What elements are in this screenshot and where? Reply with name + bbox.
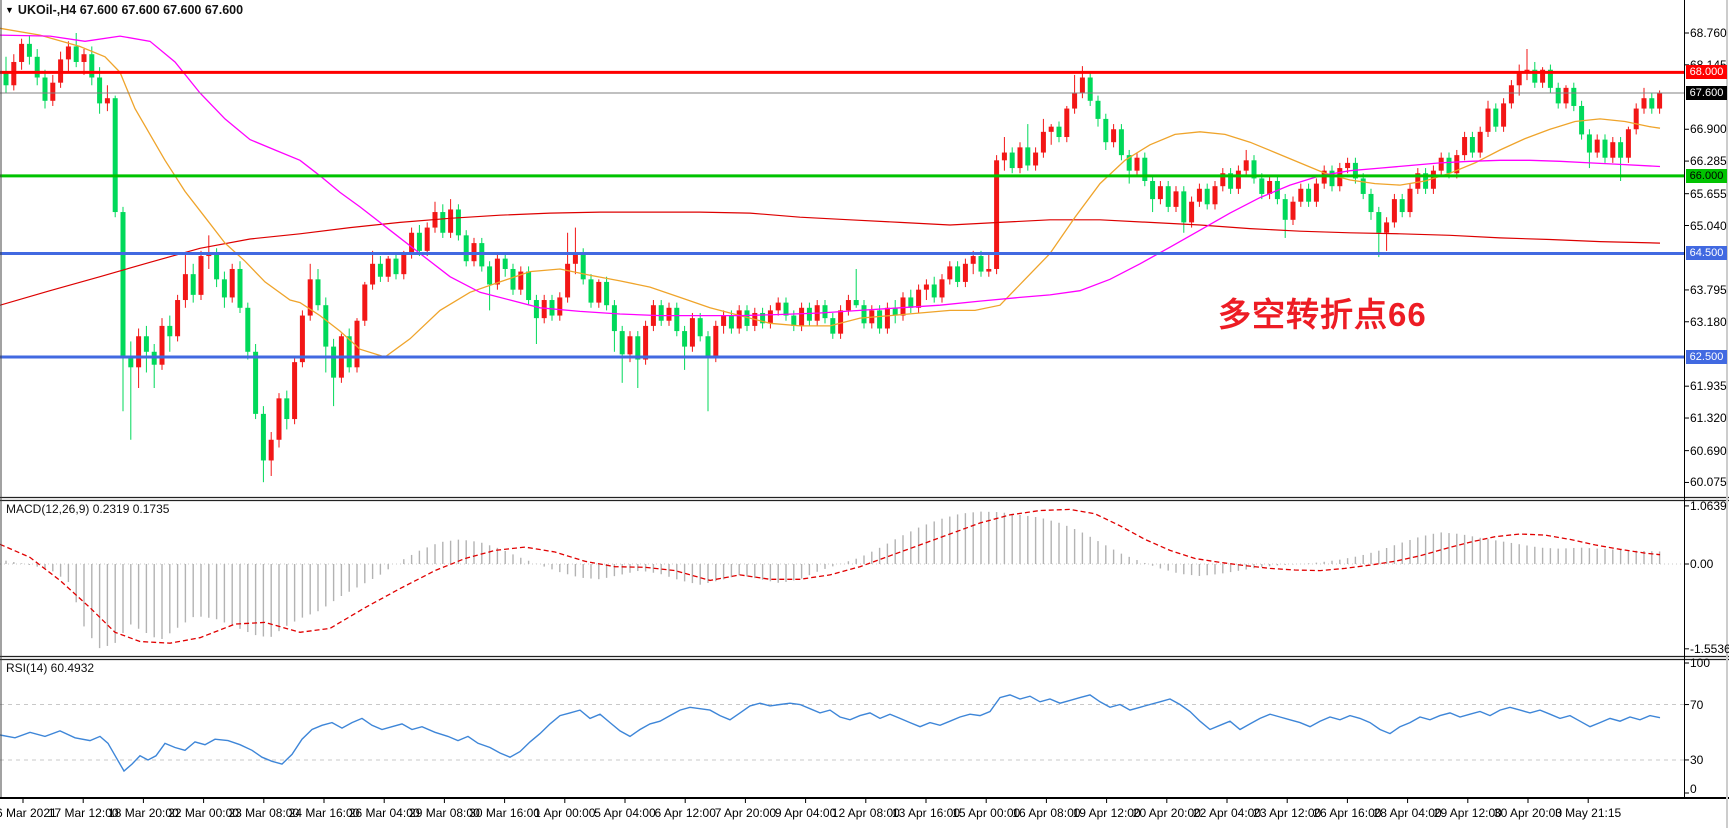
price-badge: 64.500: [1686, 246, 1727, 261]
price-tick-label: 60.690: [1690, 443, 1727, 458]
price-badge: 67.600: [1686, 86, 1727, 101]
macd-indicator-label: MACD(12,26,9) 0.2319 0.1735: [6, 502, 170, 516]
horizontal-lines-layer: [0, 70, 1684, 359]
price-tick-label: 61.320: [1690, 411, 1727, 426]
time-axis-label: 15 Apr 00:00: [952, 806, 1021, 820]
rsi-indicator-label: RSI(14) 60.4932: [6, 661, 95, 675]
price-badge: 62.500: [1686, 349, 1727, 364]
time-axis-label: 12 Apr 08:00: [831, 806, 900, 820]
price-tick-label: 63.795: [1690, 282, 1727, 297]
rsi-panel-layer: [0, 694, 1684, 773]
time-axis-label: 1 Apr 00:00: [534, 806, 596, 820]
price-tick-label: 60.075: [1690, 475, 1727, 490]
time-axis-label: 16 Apr 08:00: [1012, 806, 1081, 820]
price-badge: 68.000: [1686, 65, 1727, 80]
rsi-tick-label: 100: [1690, 656, 1711, 670]
symbol-title-bar: ▼ UKOil-,H4 67.600 67.600 67.600 67.600: [5, 3, 243, 17]
time-axis-label: 19 Apr 12:00: [1072, 806, 1141, 820]
time-axis-label: 28 Apr 04:00: [1373, 806, 1442, 820]
time-axis-label: 26 Apr 16:00: [1313, 806, 1382, 820]
price-tick-label: 65.655: [1690, 186, 1727, 201]
symbol-dropdown-icon[interactable]: ▼: [5, 5, 14, 15]
time-axis-label: 23 Apr 12:00: [1253, 806, 1322, 820]
rsi-tick-label: 0: [1690, 782, 1697, 796]
time-axis-label: 3 May 21:15: [1555, 806, 1622, 820]
time-axis-label: 24 Mar 16:00: [288, 806, 360, 820]
price-tick-label: 61.935: [1690, 379, 1727, 394]
rsi-tick-label: 70: [1690, 697, 1704, 712]
price-tick-label: 66.900: [1690, 122, 1727, 137]
macd-panel-layer: [0, 508, 1684, 649]
time-axis-label: 17 Mar 12:00: [47, 806, 119, 820]
macd-tick-label: 0.00: [1690, 557, 1714, 571]
macd-tick-label: 1.0639: [1690, 498, 1727, 513]
rsi-tick-label: 30: [1690, 752, 1704, 767]
time-axis-label: 20 Apr 20:00: [1132, 806, 1201, 820]
chart-annotation-text: 多空转折点66: [1218, 296, 1427, 333]
price-tick-label: 68.760: [1690, 26, 1727, 40]
time-axis-label: 30 Apr 20:00: [1493, 806, 1563, 820]
time-axis-label: 9 Apr 04:00: [774, 806, 837, 820]
time-axis-label: 29 Mar 08:00: [409, 806, 480, 820]
time-axis-label: 22 Mar 00:00: [168, 806, 239, 820]
time-axis-label: 5 Apr 04:00: [594, 806, 656, 820]
time-axis-label: 7 Apr 20:00: [714, 806, 777, 820]
ma-lines-layer: [0, 27, 1661, 358]
price-tick-label: 63.180: [1690, 314, 1727, 329]
price-tick-label: 66.285: [1690, 154, 1727, 169]
price-badge: 66.000: [1686, 168, 1727, 183]
price-tick-label: 65.040: [1690, 218, 1727, 233]
macd-tick-label: -1.5536: [1690, 641, 1729, 656]
time-axis-label: 18 Mar 20:00: [108, 806, 179, 820]
time-axis-label: 26 Mar 04:00: [348, 806, 420, 820]
time-axis-label: 13 Apr 16:00: [891, 806, 961, 820]
time-axis-label: 6 Apr 12:00: [654, 806, 716, 820]
time-axis-label: 22 Apr 04:00: [1192, 806, 1262, 820]
time-axis-label: 23 Mar 08:00: [228, 806, 300, 820]
time-axis-label: 29 Apr 12:00: [1433, 806, 1502, 820]
tick-marks-layer: [22, 32, 1689, 803]
time-axis-label: 30 Mar 16:00: [469, 806, 540, 820]
symbol-quote-label: UKOil-,H4 67.600 67.600 67.600 67.600: [17, 3, 244, 17]
time-axis-label: 16 Mar 2021: [0, 806, 57, 820]
